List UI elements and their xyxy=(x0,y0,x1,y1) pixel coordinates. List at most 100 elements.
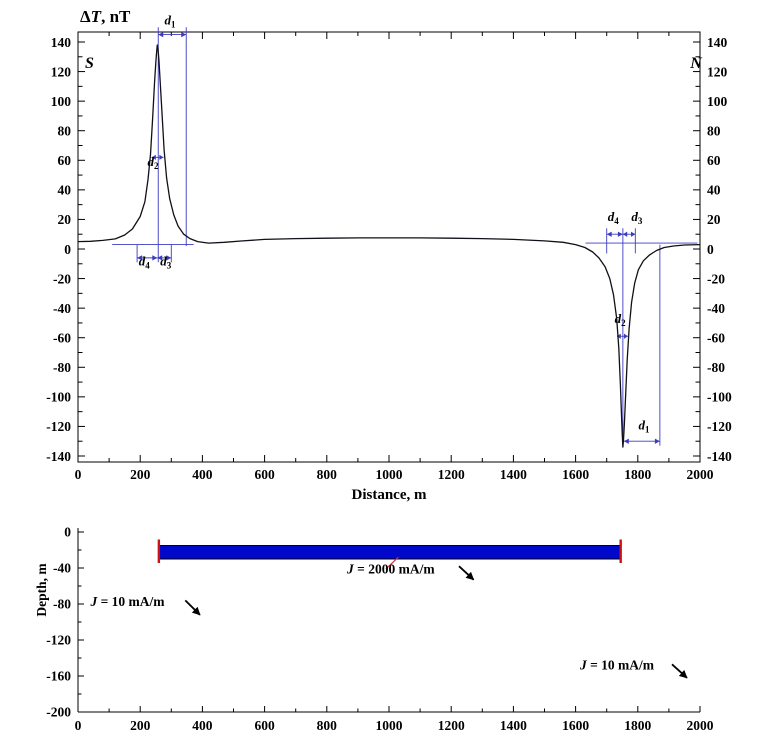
magnetization-arrow xyxy=(184,599,201,616)
span-arrowhead-left xyxy=(623,438,629,444)
depth-section: 0 -40 -80 -120 -160 -200 0 200 400 600 800 1000 1200… xyxy=(34,525,714,734)
span-arrowhead-left xyxy=(606,231,612,237)
section-x-tick-label: 0 xyxy=(75,718,82,733)
span-arrowhead-right xyxy=(181,32,187,38)
x-tick-label: 0 xyxy=(75,467,82,482)
span-arrowhead-right xyxy=(159,154,164,160)
y-tick-label-right: 0 xyxy=(707,242,714,257)
x-tick-label: 600 xyxy=(254,467,275,482)
span-arrowhead-left xyxy=(151,154,156,160)
y-tick-label-left: 20 xyxy=(58,212,72,227)
y-tick-label-left: 140 xyxy=(51,35,72,50)
x-tick-label: 1200 xyxy=(438,467,465,482)
y-tick-label-left: 40 xyxy=(58,183,72,198)
y-tick-label-left: 60 xyxy=(58,153,72,168)
south-label: S xyxy=(85,55,94,72)
section-x-tick-label: 1600 xyxy=(562,718,589,733)
section-x-tick-label: 2000 xyxy=(687,718,714,733)
y-tick-label-right: 60 xyxy=(707,153,721,168)
section-x-tick-label: 600 xyxy=(254,718,275,733)
section-x-tick-label: 1000 xyxy=(376,718,403,733)
span-arrowhead-right xyxy=(152,255,158,261)
y-tick-label-left: -120 xyxy=(46,419,71,434)
span-arrowhead-left xyxy=(158,32,164,38)
host-magnetization-label-left: J = 10 mA/m xyxy=(89,594,165,609)
distance-annotation-label: d1 xyxy=(639,417,651,434)
chart-title: ΔT, nT xyxy=(80,7,131,26)
y-tick-label-left: -20 xyxy=(53,271,71,286)
slab-magnetization-label: J = 2000 mA/m xyxy=(346,561,435,576)
span-arrowhead-left xyxy=(157,255,163,261)
y-tick-label-left: -60 xyxy=(53,331,71,346)
distance-annotations: d1 d2 d4 d3 d4 d3 d2 d1 xyxy=(112,12,698,448)
distance-annotation-label: d3 xyxy=(160,253,172,270)
y-tick-label-right: -40 xyxy=(707,301,725,316)
span-arrowhead-right xyxy=(617,231,623,237)
x-tick-label: 2000 xyxy=(687,467,714,482)
section-y-tick-label: -200 xyxy=(46,705,71,720)
distance-annotation-label: d2 xyxy=(615,311,627,328)
magnetization-arrow xyxy=(458,565,475,581)
distance-annotation-label: d1 xyxy=(165,12,177,29)
y-tick-label-left: 80 xyxy=(58,124,72,139)
distance-annotation-label: d3 xyxy=(631,209,643,226)
x-tick-label: 400 xyxy=(192,467,213,482)
x-tick-label: 1600 xyxy=(562,467,589,482)
y-tick-label-right: -20 xyxy=(707,271,725,286)
y-tick-label-right: 100 xyxy=(707,94,728,109)
span-arrowhead-right xyxy=(654,438,660,444)
section-y-tick-label: -160 xyxy=(46,669,71,684)
x-tick-label: 200 xyxy=(130,467,151,482)
x-tick-label: 1800 xyxy=(624,467,651,482)
depth-axis-title: Depth, m xyxy=(34,563,49,617)
section-x-tick-label: 800 xyxy=(317,718,338,733)
span-arrowhead-right xyxy=(624,333,628,339)
magnetized-slab xyxy=(158,545,622,560)
section-x-tick-label: 400 xyxy=(192,718,213,733)
x-tick-label: 1000 xyxy=(376,467,403,482)
y-tick-label-left: -140 xyxy=(46,449,71,464)
section-x-tick-label: 200 xyxy=(130,718,151,733)
y-tick-label-right: 80 xyxy=(707,124,721,139)
section-y-tick-label: -40 xyxy=(53,561,71,576)
y-tick-label-right: -120 xyxy=(707,419,732,434)
anomaly-curve xyxy=(77,44,701,448)
section-x-tick-label: 1800 xyxy=(624,718,651,733)
slab-label-leader xyxy=(385,556,399,570)
y-tick-label-right: 120 xyxy=(707,64,728,79)
y-tick-label-right: -140 xyxy=(707,449,732,464)
distance-annotation-label: d4 xyxy=(139,253,151,270)
host-magnetization-label-right: J = 10 mA/m xyxy=(579,658,655,673)
north-label: N xyxy=(689,55,703,72)
span-arrowhead-right xyxy=(166,255,172,261)
y-tick-label-right: 20 xyxy=(707,212,721,227)
y-tick-label-left: -40 xyxy=(53,301,71,316)
distance-annotation-label: d4 xyxy=(608,209,620,226)
span-arrowhead-right xyxy=(630,231,636,237)
distance-annotation-label: d2 xyxy=(147,154,159,171)
magnetization-arrow xyxy=(671,663,688,679)
x-axis-title: Distance, m xyxy=(352,487,427,503)
y-tick-label-left: -100 xyxy=(46,390,71,405)
x-tick-label: 1400 xyxy=(500,467,527,482)
y-tick-label-right: -80 xyxy=(707,360,725,375)
span-arrowhead-left xyxy=(622,231,628,237)
y-tick-label-left: 100 xyxy=(51,94,72,109)
section-y-tick-label: -120 xyxy=(46,633,71,648)
section-y-tick-label: 0 xyxy=(64,525,71,540)
y-tick-label-left: 120 xyxy=(51,64,72,79)
span-arrowhead-left xyxy=(616,333,621,339)
section-x-tick-label: 1200 xyxy=(438,718,465,733)
y-tick-label-right: 140 xyxy=(707,35,728,50)
y-tick-label-right: 40 xyxy=(707,183,721,198)
section-y-tick-label: -80 xyxy=(53,597,71,612)
section-x-tick-label: 1400 xyxy=(500,718,527,733)
y-tick-label-left: -80 xyxy=(53,360,71,375)
y-tick-label-right: -60 xyxy=(707,331,725,346)
x-tick-label: 800 xyxy=(317,467,338,482)
y-tick-label-left: 0 xyxy=(64,242,71,257)
anomaly-profile-chart: 0 200 400 600 800 1000 1200 1400 1600 1800 2000140… xyxy=(46,7,732,503)
y-tick-label-right: -100 xyxy=(707,390,732,405)
